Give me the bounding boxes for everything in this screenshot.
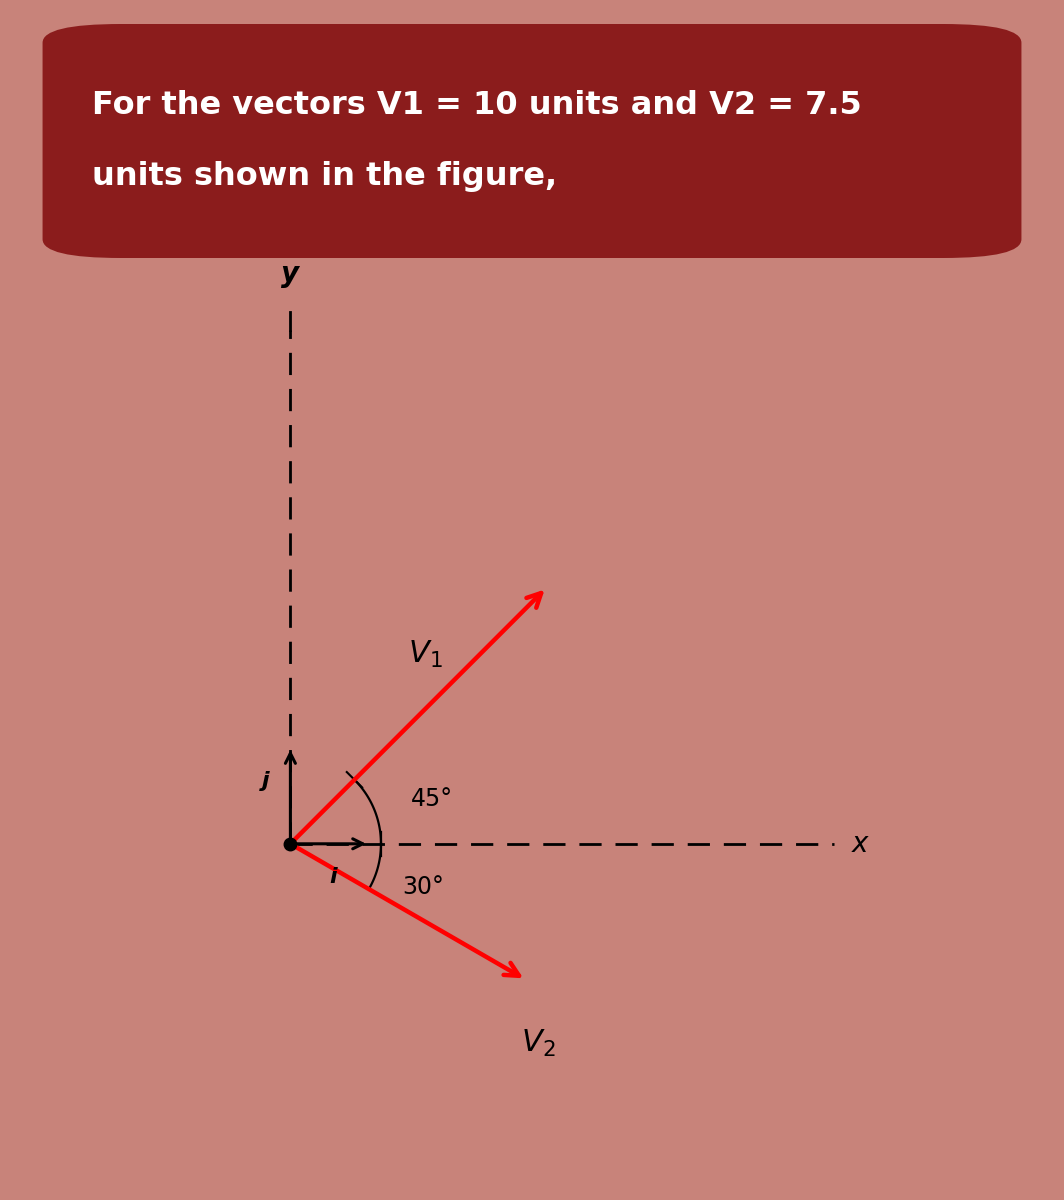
Text: x: x [852,830,868,858]
Text: 30°: 30° [402,875,444,899]
Text: y: y [281,260,299,288]
Text: 45°: 45° [411,786,453,810]
Text: units shown in the figure,: units shown in the figure, [92,162,556,192]
Text: V$_2$: V$_2$ [520,1028,555,1060]
Text: V$_1$: V$_1$ [408,638,443,670]
Text: For the vectors V1 = 10 units and V2 = 7.5: For the vectors V1 = 10 units and V2 = 7… [92,90,861,120]
FancyBboxPatch shape [43,24,1021,258]
Text: j: j [262,770,269,791]
Text: i: i [330,866,337,887]
